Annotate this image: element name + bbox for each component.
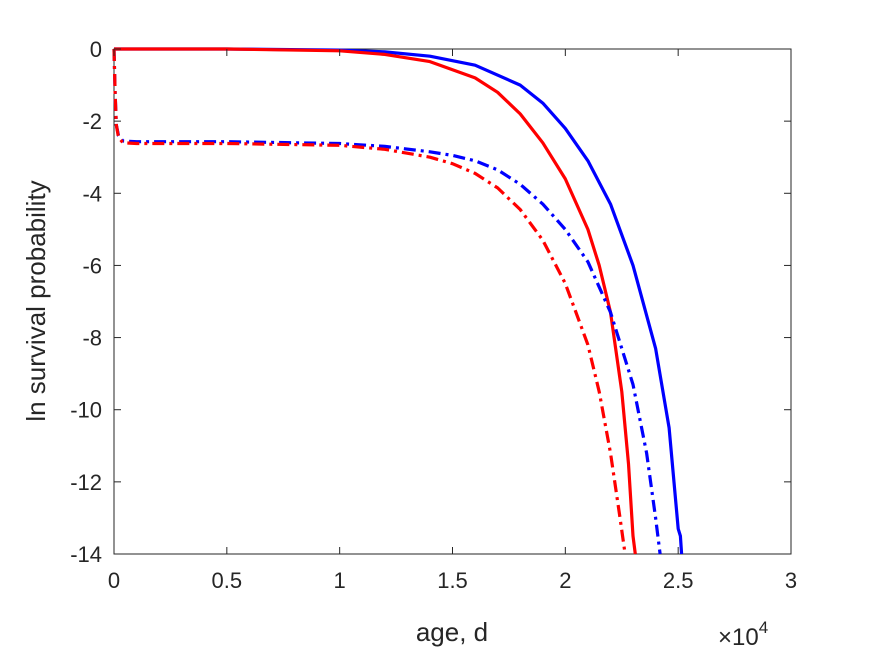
x-tick-label: 0.5 (212, 568, 243, 593)
y-tick-label: -8 (82, 326, 102, 351)
plot-area (113, 48, 792, 555)
x-axis-label: age, d (416, 617, 488, 647)
x-tick-label: 1 (334, 568, 346, 593)
x-axis-multiplier: ×104 (718, 618, 768, 651)
ticks-layer: 0 0.5 1 1.5 2 2.5 3 0 -2 -4 -6 -8 -10 -12 -14 (70, 37, 797, 593)
series-line-4 (112, 48, 627, 555)
x-tick-label: 2 (559, 568, 571, 593)
series-line-2 (114, 47, 637, 555)
y-tick-label: -10 (70, 398, 102, 423)
y-tick-label: 0 (90, 37, 102, 62)
y-tick-label: -12 (70, 470, 102, 495)
y-tick-label: -14 (70, 542, 102, 567)
y-tick-label: -4 (82, 181, 102, 206)
x-tick-label: 2.5 (663, 568, 694, 593)
series-line-1 (114, 47, 684, 555)
y-tick-label: -2 (82, 109, 102, 134)
x-axis-multiplier-base: ×10 (718, 624, 759, 651)
x-axis-multiplier-exponent: 4 (759, 618, 768, 637)
series-line-3 (112, 48, 662, 555)
y-axis-label: ln survival probability (21, 180, 51, 421)
x-tick-label: 3 (785, 568, 797, 593)
series-layer (112, 47, 684, 555)
y-tick-label: -6 (82, 253, 102, 278)
x-tick-label: 1.5 (437, 568, 468, 593)
x-tick-label: 0 (108, 568, 120, 593)
